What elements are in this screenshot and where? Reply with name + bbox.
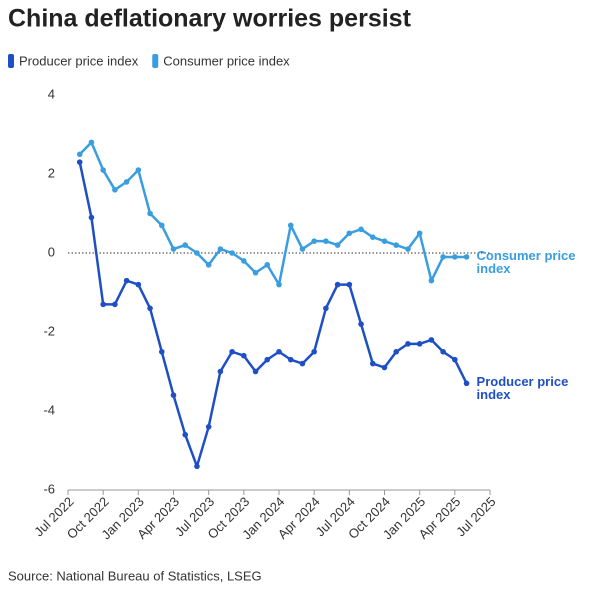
data-point	[346, 281, 353, 288]
data-point	[264, 262, 271, 268]
data-point	[264, 356, 271, 363]
data-point	[334, 242, 341, 248]
data-point	[416, 341, 423, 347]
data-point	[381, 364, 388, 371]
data-point	[299, 246, 306, 252]
data-point	[217, 368, 224, 375]
data-point	[112, 187, 118, 193]
data-point	[299, 360, 306, 367]
data-point	[369, 360, 376, 367]
data-point	[428, 277, 435, 284]
legend-swatch	[152, 54, 159, 68]
data-point	[182, 242, 189, 248]
data-point	[252, 269, 259, 276]
data-point	[393, 242, 400, 248]
series-line	[78, 161, 468, 468]
data-point	[287, 356, 294, 363]
data-point	[170, 246, 177, 252]
data-point	[76, 159, 83, 165]
data-point	[428, 337, 435, 343]
y-tick-label: -4	[43, 402, 55, 417]
data-point	[182, 431, 189, 438]
data-point	[76, 151, 83, 158]
end-label: Producer price index	[476, 374, 569, 403]
data-point	[323, 305, 329, 312]
data-point	[440, 348, 446, 355]
series-line	[78, 141, 467, 286]
data-point	[147, 210, 153, 217]
data-point	[287, 222, 294, 229]
source: Source: National Bureau of Statistics, L…	[8, 568, 262, 583]
data-point	[135, 167, 142, 173]
data-point	[463, 254, 470, 260]
data-point	[358, 226, 364, 233]
data-point	[100, 301, 106, 308]
y-tick-label: 2	[48, 165, 55, 180]
data-point	[112, 301, 118, 308]
data-point	[311, 348, 317, 355]
data-point	[323, 238, 329, 244]
data-point	[88, 139, 95, 146]
y-tick-label: -2	[43, 323, 55, 338]
data-point	[158, 348, 165, 355]
data-point	[252, 368, 259, 375]
data-point	[100, 167, 106, 173]
data-point	[241, 352, 247, 359]
data-point	[205, 262, 212, 268]
data-point	[276, 281, 282, 288]
data-point	[346, 230, 353, 237]
data-point	[463, 380, 470, 387]
legend-swatch	[8, 54, 14, 68]
data-point	[147, 305, 153, 312]
data-point	[440, 254, 446, 260]
data-point	[123, 277, 130, 284]
legend-label: Consumer price index	[163, 53, 290, 68]
data-point	[205, 424, 212, 430]
data-point	[405, 246, 411, 252]
data-point	[311, 238, 317, 244]
data-point	[194, 250, 200, 256]
data-point	[241, 258, 247, 264]
data-point	[194, 463, 200, 470]
data-point	[358, 321, 364, 327]
data-point	[405, 341, 411, 347]
data-point	[381, 238, 388, 244]
data-point	[452, 356, 458, 363]
end-label: Consumer price index	[476, 247, 576, 276]
data-point	[452, 254, 458, 260]
data-point	[217, 246, 224, 252]
x-tick-label: Jul 2025	[453, 494, 498, 539]
y-tick-label: -6	[43, 481, 55, 496]
data-point	[123, 179, 130, 185]
y-tick-label: 0	[48, 244, 55, 259]
data-point	[135, 281, 142, 288]
data-point	[393, 348, 400, 355]
data-point	[88, 214, 95, 221]
data-point	[276, 348, 282, 355]
data-point	[369, 234, 376, 240]
data-point	[158, 222, 165, 229]
y-tick-label: 4	[48, 86, 55, 101]
legend-label: Producer price index	[19, 53, 139, 68]
data-point	[170, 392, 177, 399]
data-point	[229, 250, 235, 256]
chart-title: China deflationary worries persist	[8, 5, 412, 33]
data-point	[334, 281, 341, 288]
data-point	[229, 348, 235, 355]
data-point	[416, 230, 423, 237]
